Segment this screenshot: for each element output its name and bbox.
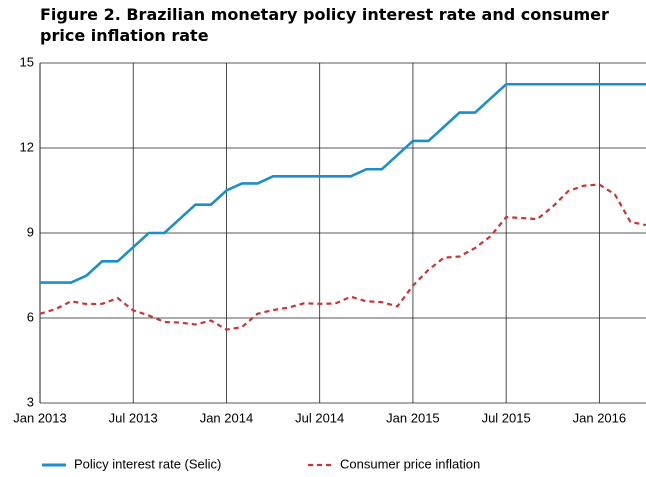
legend-label: Policy interest rate (Selic) (74, 456, 221, 471)
x-tick-label: Jan 2015 (386, 410, 440, 425)
series-line (40, 82, 646, 284)
x-tick-label: Jan 2016 (573, 410, 627, 425)
series-line (39, 183, 646, 331)
x-tick-label: Jul 2015 (482, 410, 531, 425)
legend-label: Consumer price inflation (340, 456, 480, 471)
y-tick-label: 15 (20, 54, 34, 69)
x-tick-label: Jan 2014 (200, 410, 254, 425)
x-tick-label: Jan 2013 (13, 410, 67, 425)
y-tick-label: 6 (27, 309, 34, 324)
x-tick-label: Jul 2013 (109, 410, 158, 425)
y-tick-label: 3 (27, 394, 34, 409)
chart-title: Figure 2. Brazilian monetary policy inte… (40, 5, 609, 45)
y-tick-label: 12 (20, 139, 34, 154)
x-tick-label: Jul 2014 (295, 410, 344, 425)
y-tick-label: 9 (27, 224, 34, 239)
